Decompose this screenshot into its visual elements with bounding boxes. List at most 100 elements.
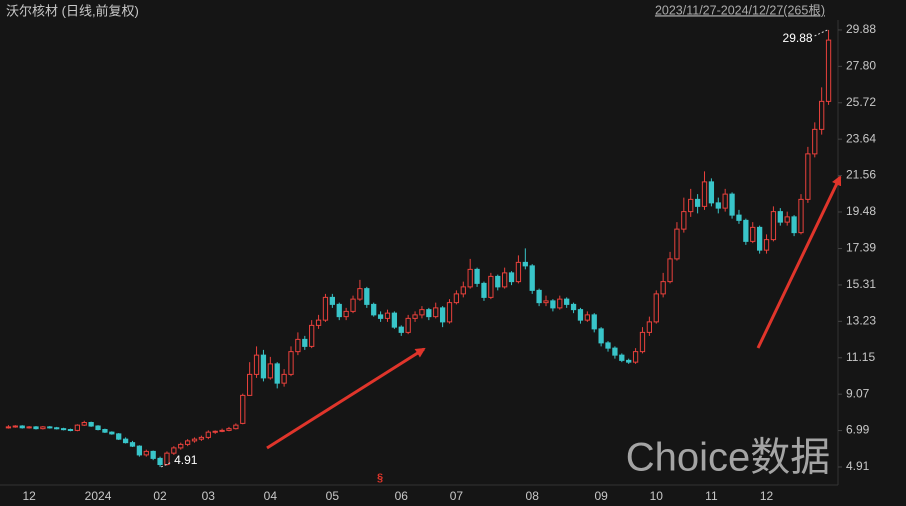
- candle-body: [136, 445, 143, 456]
- candle-body: [632, 351, 639, 363]
- candle-body: [446, 302, 453, 323]
- candle-body: [433, 307, 439, 318]
- candle-body: [102, 429, 108, 433]
- x-tick-label: 02: [153, 489, 167, 503]
- candle-body: [391, 312, 398, 328]
- candle-body: [763, 239, 770, 251]
- candle-body: [288, 351, 294, 375]
- candle-body: [646, 321, 653, 333]
- candle-body: [488, 275, 494, 298]
- y-tick-label: 21.56: [846, 168, 876, 182]
- candle-body: [212, 430, 218, 433]
- candle-body: [729, 193, 735, 216]
- candle-body: [784, 216, 790, 223]
- candle-body: [626, 359, 632, 363]
- candle-body: [508, 272, 515, 283]
- x-tick-label: 12: [760, 489, 774, 503]
- candle-body: [495, 275, 501, 288]
- candle-body: [295, 338, 301, 353]
- candle-body: [109, 431, 115, 435]
- candle-body: [653, 293, 659, 323]
- candle-body: [247, 373, 253, 396]
- candle-body: [812, 128, 818, 155]
- x-tick-label: 04: [264, 489, 278, 503]
- candle-body: [226, 428, 232, 431]
- candle-body: [474, 268, 480, 284]
- candle-body: [598, 328, 604, 344]
- x-tick-label: 05: [326, 489, 340, 503]
- candle-body: [240, 394, 246, 424]
- candle-body: [701, 181, 708, 207]
- candle-body: [274, 363, 280, 384]
- candle-body: [26, 426, 32, 429]
- candle-body: [116, 433, 122, 440]
- candle-body: [419, 309, 425, 316]
- candle-body: [605, 342, 611, 349]
- y-tick-label: 25.72: [846, 95, 876, 109]
- candle-body: [88, 422, 94, 427]
- y-tick-label: 4.91: [846, 459, 870, 473]
- candle-body: [253, 354, 260, 375]
- candle-body: [536, 289, 542, 304]
- candle-body: [398, 326, 404, 333]
- candle-body: [584, 314, 590, 321]
- candle-body: [143, 450, 149, 456]
- x-tick-label: 11: [705, 489, 718, 503]
- candle-body: [405, 317, 411, 333]
- candle-body: [694, 198, 701, 207]
- candle-body: [184, 440, 191, 445]
- candle-body: [40, 426, 46, 430]
- candle-body: [467, 268, 473, 288]
- candle-body: [260, 354, 267, 379]
- y-tick-label: 15.31: [846, 277, 876, 291]
- candle-body: [281, 373, 287, 384]
- candle-body: [47, 426, 53, 429]
- y-tick-label: 29.88: [846, 22, 876, 36]
- candle-body: [205, 431, 211, 438]
- low-label: 4.91: [174, 453, 198, 467]
- candle-body: [315, 319, 322, 326]
- event-marker: §: [377, 472, 383, 484]
- candle-body: [639, 331, 646, 353]
- candle-body: [515, 261, 522, 283]
- candle-body: [350, 298, 356, 312]
- candle-body: [708, 181, 715, 204]
- candle-body: [198, 436, 205, 440]
- candle-body: [743, 219, 749, 242]
- candle-body: [529, 265, 535, 291]
- candle-body: [302, 338, 308, 347]
- x-tick-label: 06: [395, 489, 409, 503]
- x-tick-label: 12: [22, 489, 36, 503]
- candle-body: [5, 426, 12, 429]
- candle-body: [191, 438, 198, 442]
- candle-body: [825, 39, 832, 102]
- candle-body: [619, 354, 625, 361]
- candle-body: [171, 447, 177, 454]
- candle-body: [791, 216, 797, 234]
- candle-body: [371, 303, 377, 316]
- candle-body: [33, 426, 39, 430]
- candle-body: [543, 300, 549, 304]
- candle-body: [557, 298, 563, 309]
- candle-body: [384, 312, 391, 319]
- y-tick-label: 23.64: [846, 131, 876, 145]
- candle-body: [522, 261, 528, 267]
- y-tick-label: 27.80: [846, 59, 876, 73]
- x-tick-label: 07: [450, 489, 464, 503]
- candle-body: [157, 457, 163, 466]
- candle-body: [770, 211, 777, 241]
- candle-body: [805, 153, 811, 200]
- candle-body: [343, 310, 349, 318]
- candle-body: [502, 272, 508, 288]
- candle-body: [550, 300, 556, 309]
- candle-body: [481, 282, 487, 298]
- candle-body: [722, 193, 728, 209]
- candle-body: [219, 429, 225, 432]
- x-tick-label: 08: [526, 489, 540, 503]
- candle-body: [122, 438, 129, 444]
- y-tick-label: 19.48: [846, 204, 876, 218]
- candle-body: [819, 100, 825, 130]
- candle-body: [757, 226, 763, 251]
- trend-arrow: [266, 347, 426, 450]
